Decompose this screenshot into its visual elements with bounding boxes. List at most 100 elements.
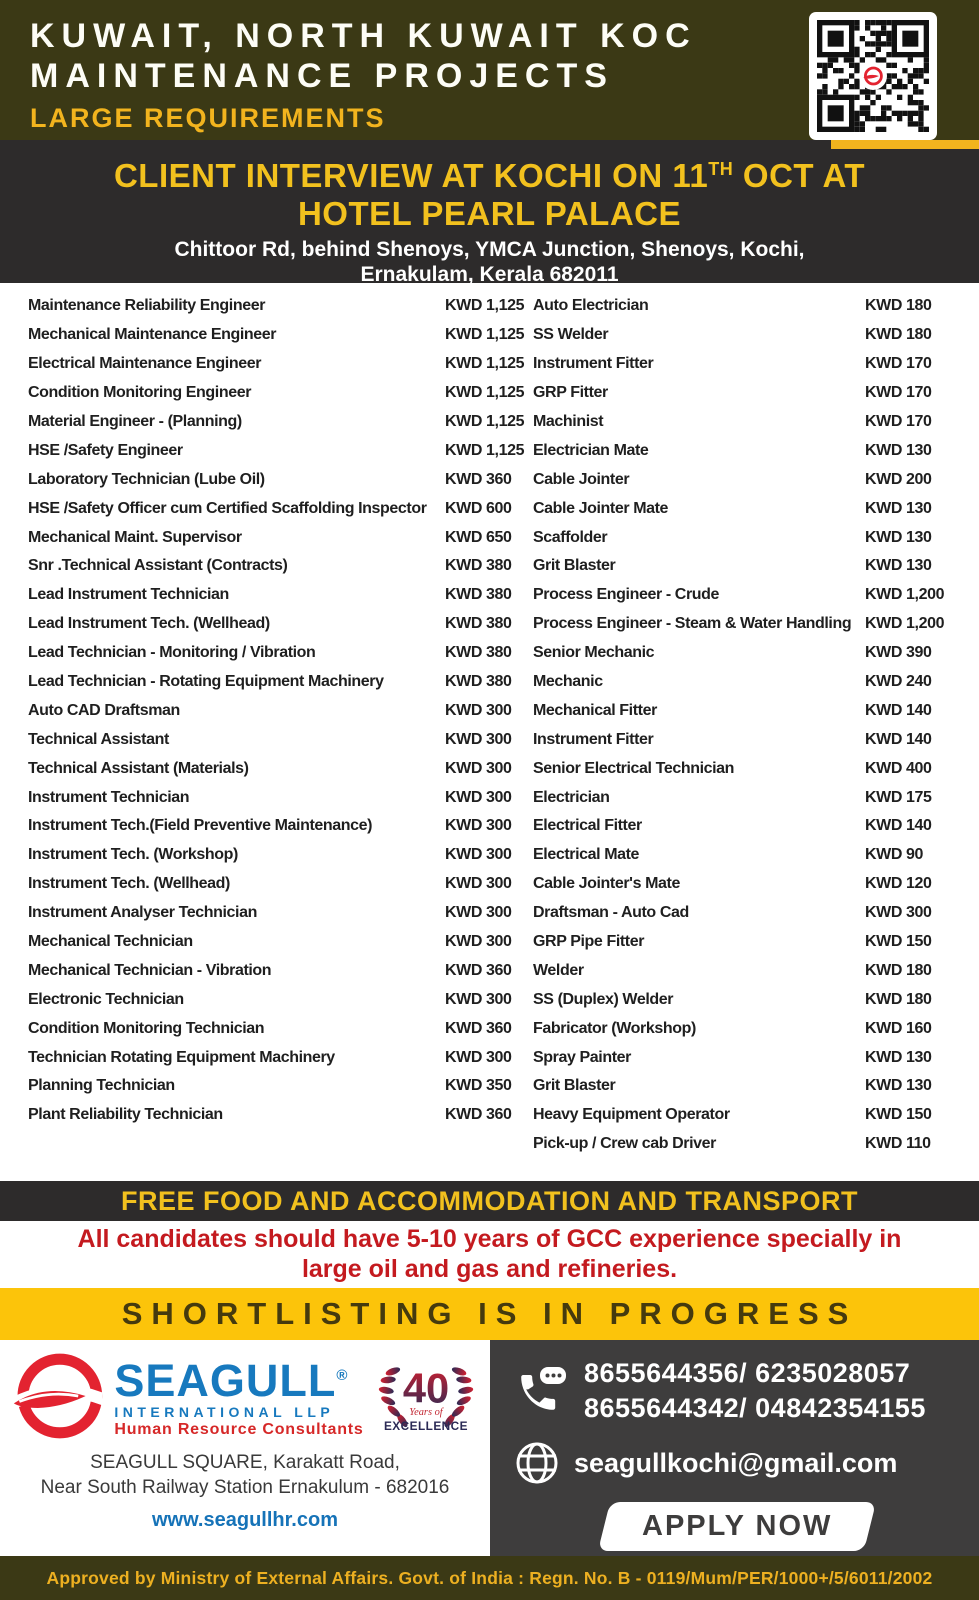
company-address-line1: SEAGULL SQUARE, Karakatt Road,: [90, 1452, 400, 1473]
job-row: Electrical Mate KWD 90: [533, 841, 965, 870]
shortlisting-banner: SHORTLISTING IS IN PROGRESS: [0, 1288, 979, 1340]
interview-banner: CLIENT INTERVIEW AT KOCHI ON 11TH OCT AT…: [0, 140, 979, 286]
company-address-line2: Near South Railway Station Ernakulum - 6…: [40, 1477, 450, 1498]
experience-note: All candidates should have 5-10 years of…: [0, 1221, 979, 1288]
job-row: Process Engineer - Crude KWD 1,200: [533, 581, 965, 610]
svg-text:40: 40: [403, 1365, 449, 1412]
job-column-right: Auto Electrician KWD 180 SS Welder KWD 180 I…: [533, 292, 965, 1181]
forty-years-badge: 40 Years of EXCELLENCE: [378, 1365, 473, 1433]
job-salary: KWD 380: [445, 673, 512, 691]
job-row: Mechanical Maint. Supervisor KWD 650: [28, 523, 533, 552]
job-salary: KWD 1,125: [445, 355, 525, 373]
job-salary: KWD 170: [865, 384, 932, 402]
job-title: Mechanical Maintenance Engineer: [28, 326, 277, 344]
apply-now-wrap: APPLY NOW: [597, 1502, 979, 1551]
job-salary: KWD 1,125: [445, 441, 525, 459]
website-link[interactable]: www.seagullhr.com: [152, 1509, 338, 1531]
venue-address-line1: Chittoor Rd, behind Shenoys, YMCA Juncti…: [174, 238, 805, 261]
job-row: Instrument Technician KWD 300: [28, 783, 533, 812]
job-row: Process Engineer - Steam & Water Handlin…: [533, 610, 965, 639]
job-title: Instrument Technician: [28, 788, 190, 806]
seagull-logo-icon: [14, 1353, 103, 1439]
phone-line2[interactable]: 8655644342/ 04842354155: [584, 1393, 926, 1423]
job-salary: KWD 300: [445, 759, 512, 777]
job-title: Technical Assistant: [28, 730, 169, 748]
venue-address: Chittoor Rd, behind Shenoys, YMCA Juncti…: [0, 237, 979, 287]
venue-address-line2: Ernakulam, Kerala 682011: [360, 263, 619, 286]
apply-now-label: APPLY NOW: [642, 1510, 833, 1542]
footer-contact-panel: 8655644356/ 6235028057 8655644342/ 04842…: [490, 1340, 979, 1556]
job-title: Material Engineer - (Planning): [28, 413, 242, 430]
phone-line1[interactable]: 8655644356/ 6235028057: [584, 1358, 911, 1388]
company-subtitle: INTERNATIONAL LLP: [114, 1403, 335, 1420]
phone-row: 8655644356/ 6235028057 8655644342/ 04842…: [514, 1356, 979, 1426]
job-row: Mechanical Maintenance Engineer KWD 1,125: [28, 321, 533, 350]
job-title: Electrician: [533, 788, 610, 806]
job-salary: KWD 300: [445, 701, 512, 719]
job-title: Welder: [533, 961, 584, 979]
job-row: Electrician Mate KWD 130: [533, 436, 965, 465]
approval-strip: Approved by Ministry of External Affairs…: [0, 1556, 979, 1600]
job-salary: KWD 170: [865, 413, 932, 430]
job-title: Snr .Technical Assistant (Contracts): [28, 557, 288, 575]
job-row: Fabricator (Workshop) KWD 160: [533, 1014, 965, 1043]
job-row: Instrument Fitter KWD 140: [533, 725, 965, 754]
job-salary: KWD 300: [445, 875, 512, 893]
job-row: Spray Painter KWD 130: [533, 1043, 965, 1072]
job-title: Cable Jointer's Mate: [533, 875, 680, 893]
job-row: Grit Blaster KWD 130: [533, 1072, 965, 1101]
shortlisting-text: SHORTLISTING IS IN PROGRESS: [121, 1296, 858, 1331]
job-title: Electrician Mate: [533, 441, 649, 459]
svg-text:EXCELLENCE: EXCELLENCE: [384, 1419, 468, 1433]
job-salary: KWD 170: [865, 355, 932, 373]
job-salary: KWD 110: [865, 1135, 931, 1153]
qr-center-logo: [859, 62, 887, 90]
seagull-mini-icon: [863, 66, 883, 86]
job-title: Maintenance Reliability Engineer: [28, 297, 266, 315]
job-salary: KWD 350: [445, 1077, 512, 1095]
job-salary: KWD 120: [865, 875, 932, 893]
job-title: Auto Electrician: [533, 297, 649, 315]
job-row: SS Welder KWD 180: [533, 321, 965, 350]
job-title: Auto CAD Draftsman: [28, 701, 180, 719]
job-row: Machinist KWD 170: [533, 408, 965, 437]
job-row: Instrument Tech. (Workshop) KWD 300: [28, 841, 533, 870]
job-salary: KWD 380: [445, 644, 512, 662]
job-row: Mechanical Technician KWD 300: [28, 928, 533, 957]
company-name-block: SEAGULL® INTERNATIONAL LLP Human Resourc…: [114, 1354, 363, 1439]
email-address[interactable]: seagullkochi@gmail.com: [574, 1447, 898, 1478]
job-row: Condition Monitoring Engineer KWD 1,125: [28, 379, 533, 408]
job-title: Mechanical Technician - Vibration: [28, 961, 272, 979]
job-row: Lead Technician - Rotating Equipment Mac…: [28, 668, 533, 697]
job-title: GRP Pipe Fitter: [533, 933, 645, 951]
job-row: HSE /Safety Engineer KWD 1,125: [28, 436, 533, 465]
perks-text: FREE FOOD AND ACCOMMODATION AND TRANSPOR…: [121, 1185, 858, 1216]
job-title: Instrument Fitter: [533, 730, 654, 748]
job-row: Cable Jointer Mate KWD 130: [533, 494, 965, 523]
job-title: Electrical Mate: [533, 846, 640, 864]
job-row: GRP Pipe Fitter KWD 150: [533, 928, 965, 957]
title-line1: KUWAIT, NORTH KUWAIT KOC: [30, 17, 697, 55]
globe-icon: [516, 1442, 558, 1484]
job-title: Lead Instrument Tech. (Wellhead): [28, 615, 270, 633]
job-salary: KWD 150: [865, 1106, 932, 1124]
job-title: HSE /Safety Officer cum Certified Scaffo…: [28, 499, 427, 517]
job-title: Senior Electrical Technician: [533, 759, 735, 777]
job-row: Planning Technician KWD 350: [28, 1072, 533, 1101]
job-row: Senior Mechanic KWD 390: [533, 639, 965, 668]
job-salary: KWD 360: [445, 1106, 512, 1124]
job-row: Mechanical Technician - Vibration KWD 360: [28, 956, 533, 985]
job-salary: KWD 1,125: [445, 384, 525, 402]
job-title: Scaffolder: [533, 528, 608, 546]
job-salary: KWD 360: [445, 961, 512, 979]
job-title: Grit Blaster: [533, 1077, 616, 1095]
phone-icon: [521, 1367, 566, 1410]
qr-code[interactable]: [809, 12, 937, 140]
job-title: SS (Duplex) Welder: [533, 990, 674, 1008]
job-salary: KWD 130: [865, 1077, 932, 1095]
job-title: Fabricator (Workshop): [533, 1019, 696, 1037]
apply-now-button[interactable]: APPLY NOW: [597, 1502, 877, 1551]
job-column-left: Maintenance Reliability Engineer KWD 1,12…: [28, 292, 533, 1181]
job-row: GRP Fitter KWD 170: [533, 379, 965, 408]
header-banner: KUWAIT, NORTH KUWAIT KOC MAINTENANCE PRO…: [0, 0, 979, 140]
